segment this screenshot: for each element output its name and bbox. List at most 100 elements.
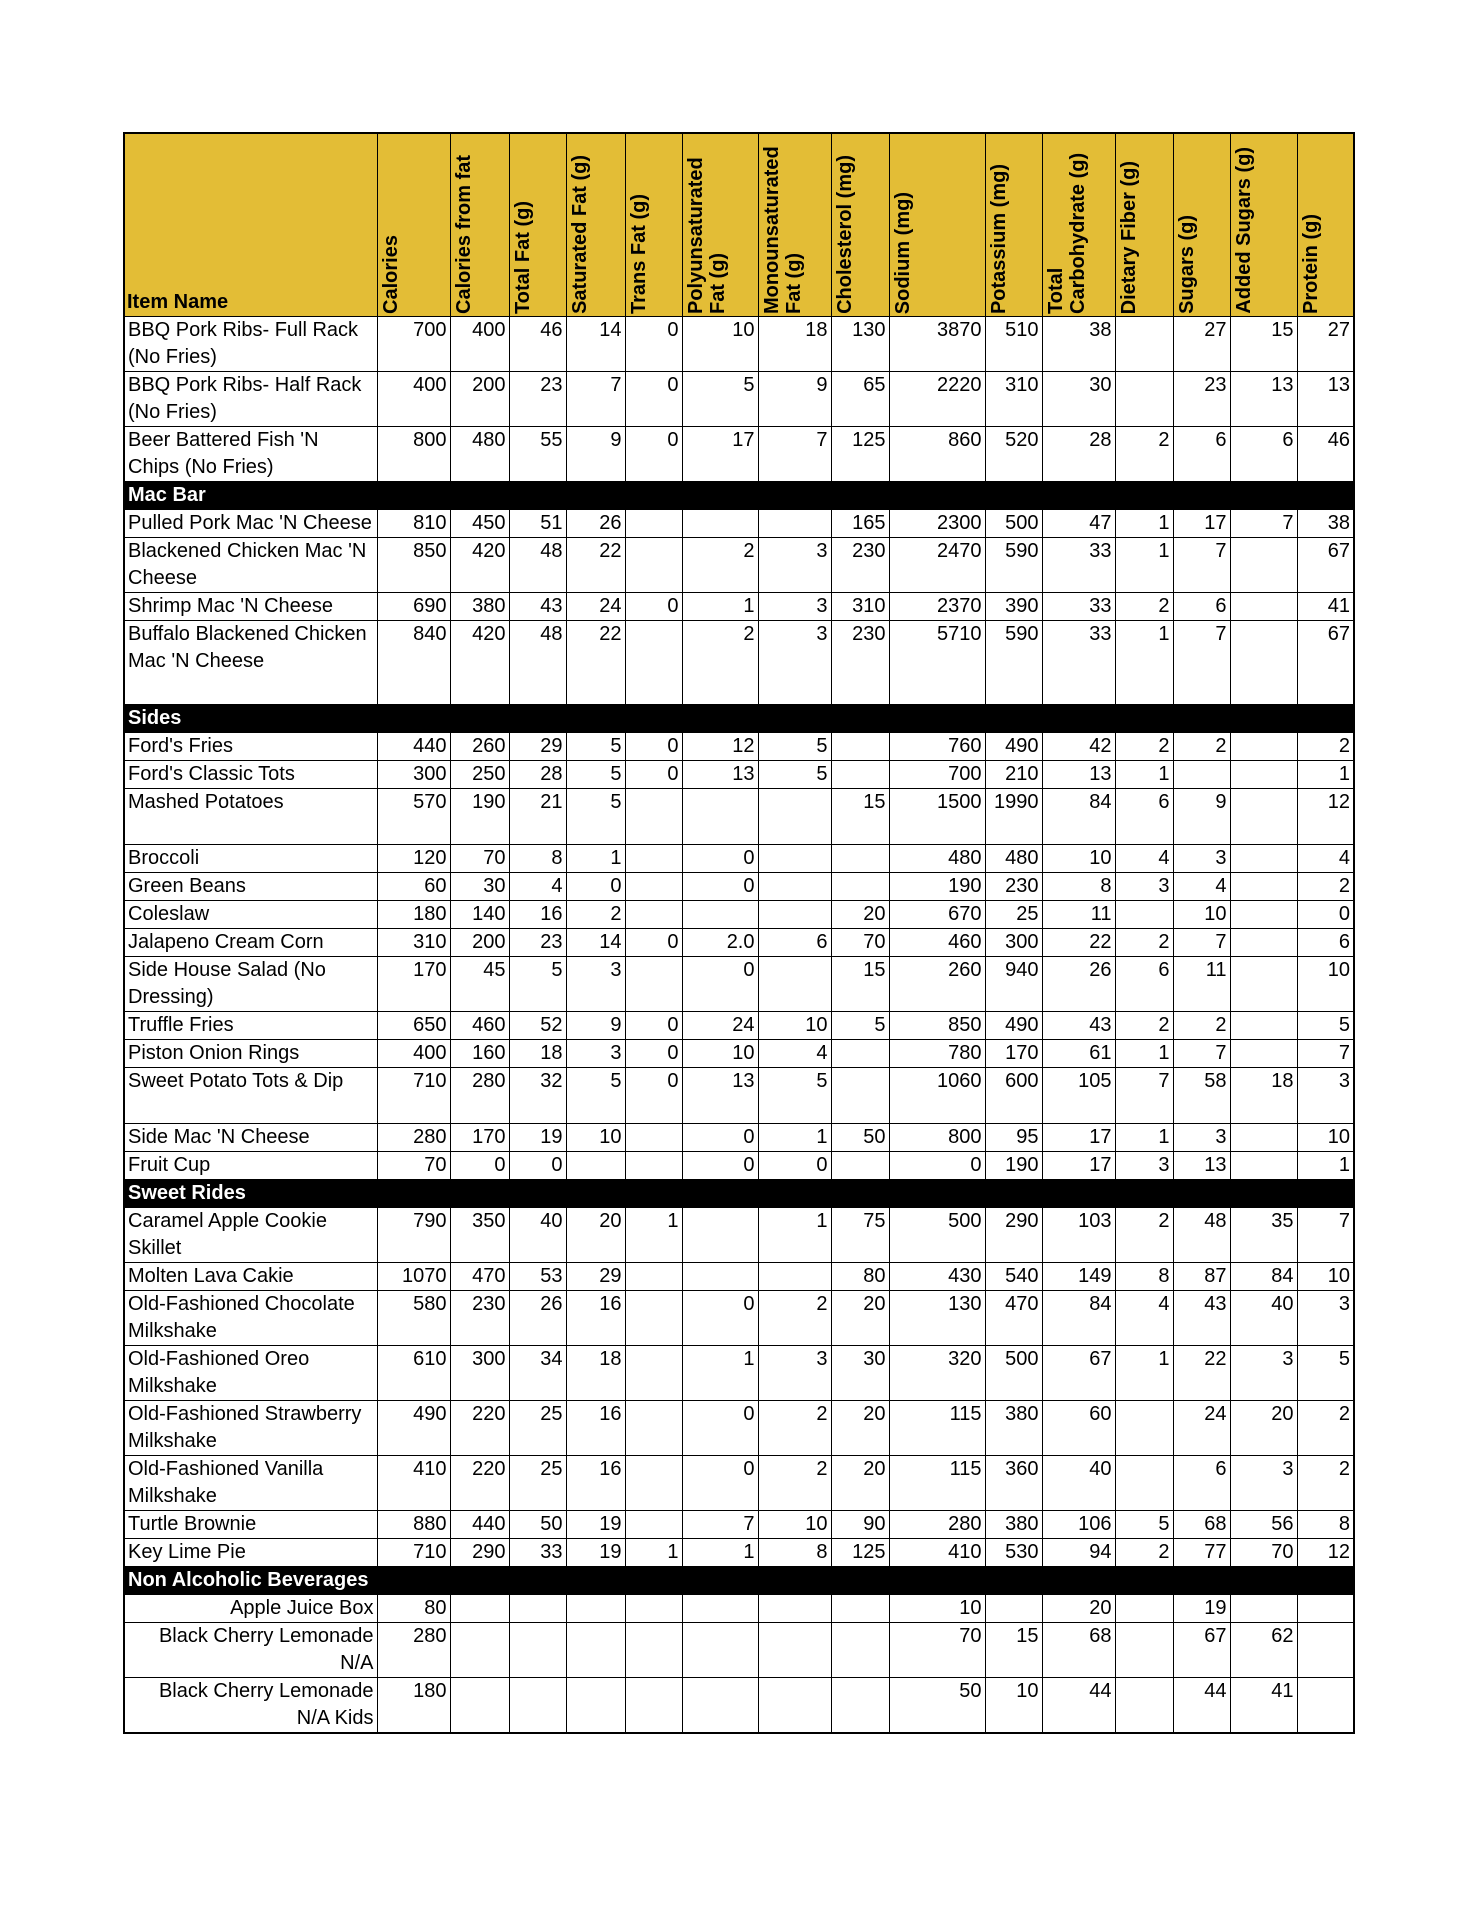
cell: 460 — [888, 928, 986, 957]
cell — [624, 509, 683, 538]
cell: 6 — [1114, 956, 1174, 1012]
cell — [1229, 900, 1298, 929]
table-row: Key Lime Pie 710 290 33 19 1 1 8 125 410 530 94 2 77 7… — [123, 1538, 1355, 1567]
cell: 710 — [376, 1538, 451, 1567]
section-row: Sides — [123, 704, 1355, 733]
cell — [624, 1290, 683, 1346]
section-title: Mac Bar — [123, 481, 1355, 510]
cell: 1 — [1296, 760, 1355, 789]
cell: 9 — [1172, 788, 1231, 845]
cell — [830, 1594, 890, 1623]
table-row: Ford's Fries 440 260 29 5 0 12 5 760 490 42 2 2 2 — [123, 732, 1355, 761]
cell: 45 — [449, 956, 510, 1012]
cell: 2 — [681, 620, 759, 705]
cell: 18 — [1229, 1067, 1298, 1124]
cell — [1229, 956, 1298, 1012]
cell: 320 — [888, 1345, 986, 1401]
section-title: Sweet Rides — [123, 1179, 1355, 1208]
cell: 180 — [376, 1677, 451, 1734]
cell: 11 — [1041, 900, 1116, 929]
cell: 16 — [565, 1400, 626, 1456]
item-name: Beer Battered Fish 'N Chips (No Fries) — [123, 426, 378, 482]
cell: 180 — [376, 900, 451, 929]
cell: 5 — [1114, 1510, 1174, 1539]
cell — [1114, 1400, 1174, 1456]
cell — [1229, 620, 1298, 705]
cell: 490 — [984, 732, 1043, 761]
cell: 790 — [376, 1207, 451, 1263]
cell: 10 — [888, 1594, 986, 1623]
cell: 500 — [984, 509, 1043, 538]
cell: 840 — [376, 620, 451, 705]
cell: 2 — [681, 537, 759, 593]
cell: 1500 — [888, 788, 986, 845]
cell: 4 — [1114, 1290, 1174, 1346]
cell: 5 — [1296, 1011, 1355, 1040]
cell: 22 — [565, 620, 626, 705]
cell: 46 — [508, 316, 567, 372]
cell: 46 — [1296, 426, 1355, 482]
cell: 15 — [830, 956, 890, 1012]
cell: 62 — [1229, 1622, 1298, 1678]
cell: 0 — [624, 1067, 683, 1124]
item-name: Black Cherry Lemonade N/A Kids — [123, 1677, 378, 1734]
cell: 33 — [1041, 620, 1116, 705]
cell: 10 — [1041, 844, 1116, 873]
table-row: Broccoli 120 70 8 1 0 480 480 10 4 3 4 — [123, 844, 1355, 873]
cell: 1070 — [376, 1262, 451, 1291]
cell: 56 — [1229, 1510, 1298, 1539]
cell: 230 — [449, 1290, 510, 1346]
cell: 1 — [1114, 620, 1174, 705]
cell: 510 — [984, 316, 1043, 372]
cell: 15 — [984, 1622, 1043, 1678]
cell: 5 — [508, 956, 567, 1012]
item-name: Old-Fashioned Oreo Milkshake — [123, 1345, 378, 1401]
cell: 5 — [565, 1067, 626, 1124]
cell — [830, 1151, 890, 1180]
cell: 0 — [624, 592, 683, 621]
cell: 7 — [1296, 1207, 1355, 1263]
table-row: Truffle Fries 650 460 52 9 0 24 10 5 850 490 43 2 2 5 — [123, 1011, 1355, 1040]
cell — [1229, 844, 1298, 873]
cell: 23 — [1172, 371, 1231, 427]
cell: 26 — [1041, 956, 1116, 1012]
cell: 25 — [508, 1455, 567, 1511]
cell: 19 — [565, 1510, 626, 1539]
cell: 29 — [565, 1262, 626, 1291]
item-name: Truffle Fries — [123, 1011, 378, 1040]
cell: 130 — [888, 1290, 986, 1346]
cell: 280 — [376, 1622, 451, 1678]
cell: 690 — [376, 592, 451, 621]
cell: 5 — [1296, 1345, 1355, 1401]
cell: 230 — [830, 537, 890, 593]
column-header: Protein (g) — [1296, 132, 1355, 317]
cell — [1114, 1455, 1174, 1511]
cell: 2 — [1296, 872, 1355, 901]
cell: 420 — [449, 537, 510, 593]
cell: 17 — [1041, 1151, 1116, 1180]
cell: 20 — [1229, 1400, 1298, 1456]
cell: 12 — [681, 732, 759, 761]
cell: 84 — [1229, 1262, 1298, 1291]
cell: 490 — [376, 1400, 451, 1456]
table-row: Buffalo Blackened Chicken Mac 'N Cheese 8… — [123, 620, 1355, 705]
cell: 590 — [984, 537, 1043, 593]
cell: 0 — [681, 1400, 759, 1456]
cell: 230 — [830, 620, 890, 705]
cell: 20 — [830, 1400, 890, 1456]
table-row: Mashed Potatoes 570 190 21 5 15 1500 1990 84 6 9 12 — [123, 788, 1355, 845]
cell: 2470 — [888, 537, 986, 593]
cell: 48 — [508, 537, 567, 593]
column-header: Monounsaturated Fat (g) — [757, 132, 832, 317]
cell: 380 — [984, 1510, 1043, 1539]
cell: 95 — [984, 1123, 1043, 1152]
cell: 2 — [1114, 1207, 1174, 1263]
item-name: Pulled Pork Mac 'N Cheese — [123, 509, 378, 538]
cell: 90 — [830, 1510, 890, 1539]
cell: 3 — [565, 1039, 626, 1068]
cell: 2 — [1296, 732, 1355, 761]
cell — [681, 1622, 759, 1678]
cell — [565, 1677, 626, 1734]
column-header: Cholesterol (mg) — [830, 132, 890, 317]
cell: 1 — [757, 1207, 832, 1263]
